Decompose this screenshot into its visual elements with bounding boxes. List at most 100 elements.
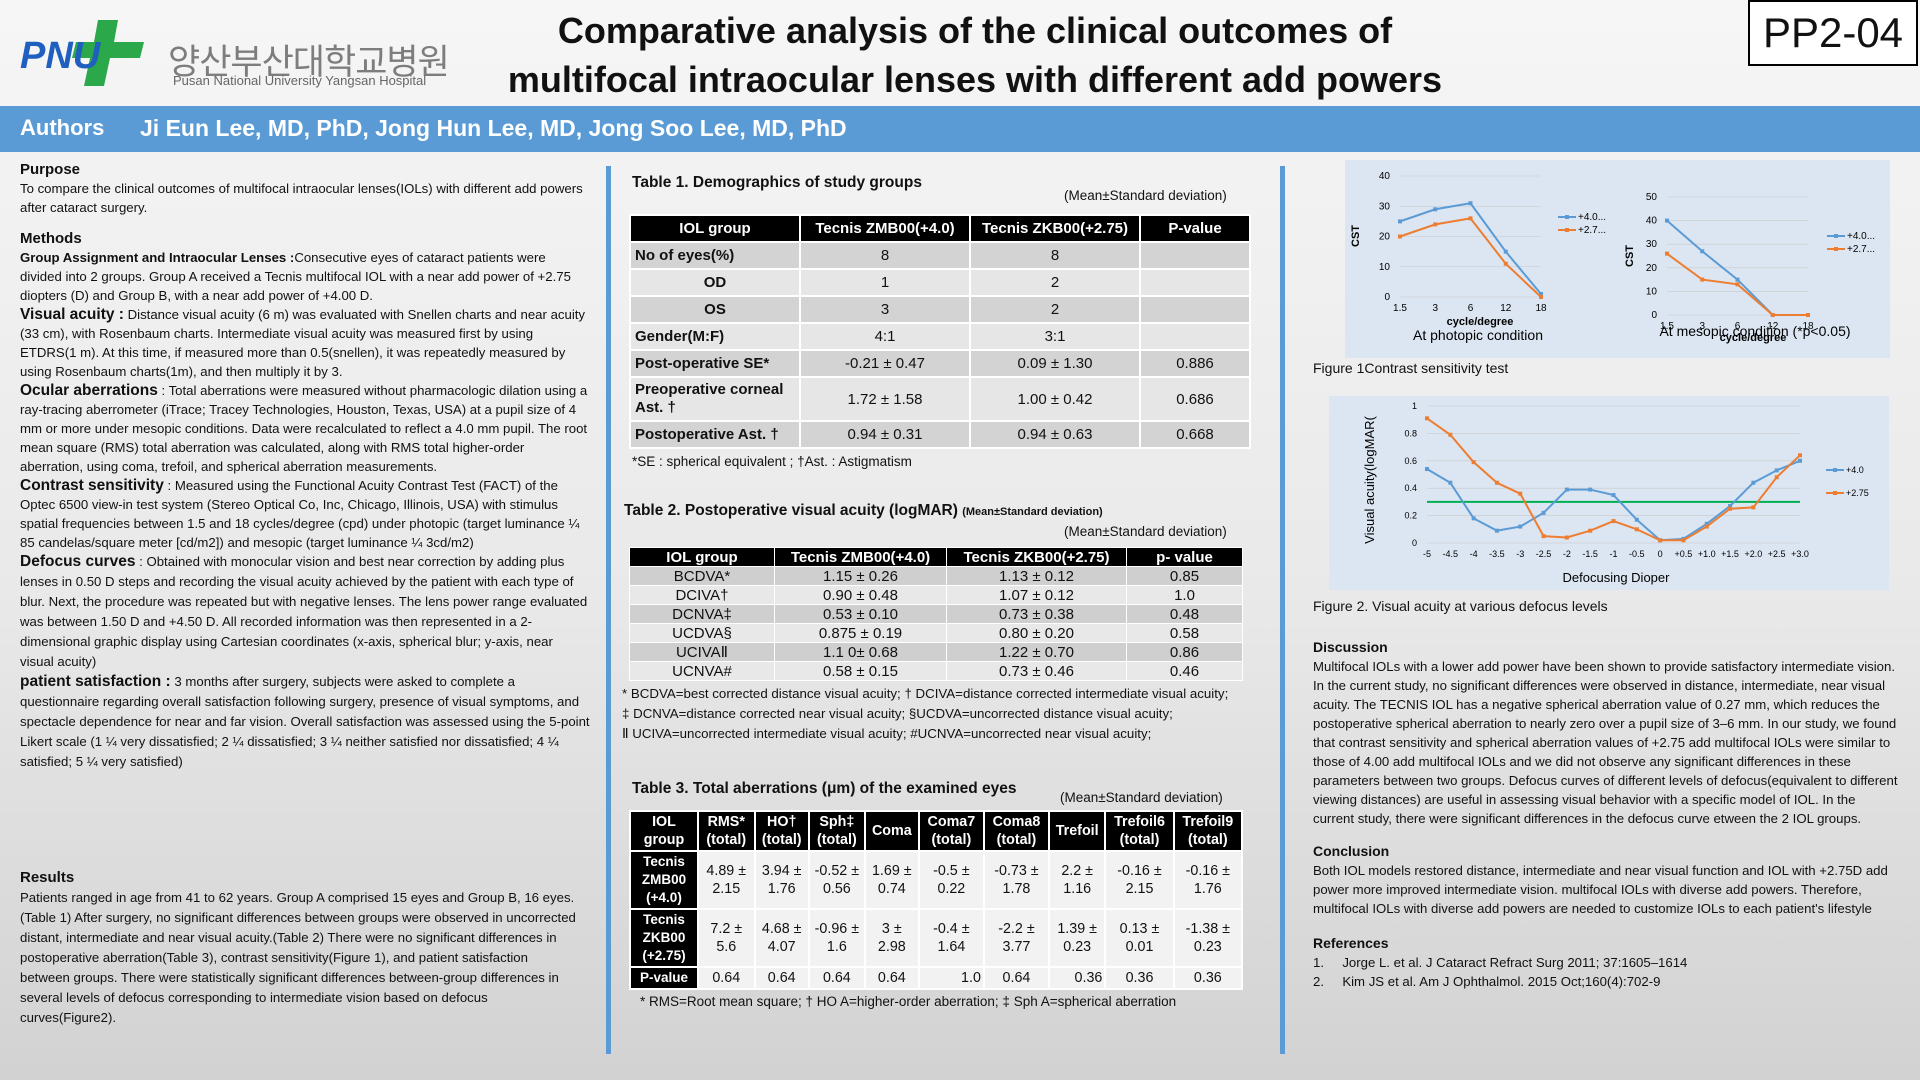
table3-header: Sph‡ (total) <box>807 810 866 852</box>
defocus-curve-chart: 0 0.2 0.4 0.6 0.8 1 -5 -4.5 -4 -3.5 -3 -2.5 -2 -1.5 -1… <box>1362 401 1869 585</box>
purpose-heading: Purpose <box>20 161 81 178</box>
table-row: UCDVA§ 0.875 ± 0.19 0.80 ± 0.20 0.58 <box>629 623 1243 643</box>
table3-row-header: Tecnis ZMB00 (+4.0) <box>629 850 699 910</box>
table3-unit: (Mean±Standard deviation) <box>1060 790 1223 805</box>
table-row: OS 3 2 <box>629 295 1251 324</box>
data-point <box>1468 216 1473 221</box>
x-tick-label: 3 <box>1432 303 1438 314</box>
table2-cell: 0.80 ± 0.20 <box>946 623 1127 643</box>
data-point <box>1471 516 1476 521</box>
table3-cell: 7.2 ± 5.6 <box>697 908 756 968</box>
table2-cell: 1.07 ± 0.12 <box>946 585 1127 605</box>
table2-cell: UCIVAⅡ <box>629 642 775 662</box>
y-axis-label: CST <box>1350 225 1362 247</box>
x-tick-label: 3 <box>1699 321 1705 332</box>
table3-header: IOL group <box>629 810 699 852</box>
data-point <box>1728 506 1733 511</box>
table1-cell: 1 <box>799 268 971 297</box>
legend-marker <box>1834 234 1838 238</box>
y-tick-label: 50 <box>1646 192 1658 203</box>
table3-cell: -0.4 ± 1.64 <box>917 908 985 968</box>
table2-unit: (Mean±Standard deviation) <box>1064 524 1227 539</box>
table3-cell: -0.16 ± 1.76 <box>1172 850 1244 910</box>
table1-cell <box>1139 268 1251 297</box>
table2-header: Tecnis ZKB00(+2.75) <box>946 547 1127 567</box>
table1-title: Table 1. Demographics of study groups <box>632 174 922 191</box>
table-row: OD 1 2 <box>629 268 1251 297</box>
table-row: BCDVA* 1.15 ± 0.26 1.13 ± 0.12 0.85 <box>629 566 1243 586</box>
table3-cell: 0.64 <box>863 966 920 990</box>
data-point <box>1798 458 1802 463</box>
methods-heading: Methods <box>20 230 82 247</box>
poster-id-box: PP2-04 <box>1748 0 1918 66</box>
table1-cell: -0.21 ± 0.47 <box>799 349 971 378</box>
data-point <box>1471 460 1476 465</box>
table1-header: Tecnis ZMB00(+4.0) <box>799 214 971 243</box>
table3-cell: 3 ± 2.98 <box>863 908 920 968</box>
y-tick-label: 0.8 <box>1404 428 1417 438</box>
table2-cell: 1.22 ± 0.70 <box>946 642 1127 662</box>
table1-cell: 1.72 ± 1.58 <box>799 376 971 422</box>
authors-names: Ji Eun Lee, MD, PhD, Jong Hun Lee, MD, J… <box>140 115 847 141</box>
data-point <box>1751 480 1756 485</box>
y-tick-label: 20 <box>1379 232 1391 243</box>
data-point <box>1798 453 1802 458</box>
table3-header: HO† (total) <box>753 810 810 852</box>
legend-label: +4.0... <box>1847 231 1875 242</box>
table2-cell: 0.73 ± 0.46 <box>946 661 1127 681</box>
data-point <box>1448 432 1453 437</box>
figure2-caption: Figure 2. Visual acuity at various defoc… <box>1313 598 1608 614</box>
table-row: UCNVA# 0.58 ± 0.15 0.73 ± 0.46 0.46 <box>629 661 1243 681</box>
table-row: DCIVA† 0.90 ± 0.48 1.07 ± 0.12 1.0 <box>629 585 1243 605</box>
legend-label: +4.0... <box>1578 212 1606 223</box>
table2-footnote-1: * BCDVA=best corrected distance visual a… <box>622 686 1229 701</box>
table2-cell: 0.73 ± 0.38 <box>946 604 1127 624</box>
x-axis-label: cycle/degree <box>1447 316 1514 328</box>
table1-cell: 0.886 <box>1139 349 1251 378</box>
table1-cell: 3 <box>799 295 971 324</box>
data-point <box>1588 487 1593 492</box>
data-point <box>1494 480 1499 485</box>
results-heading: Results <box>20 869 75 886</box>
chart-subtitle: At photopic condition <box>1413 327 1543 343</box>
x-tick-label: -2.5 <box>1536 549 1552 559</box>
table3-cell: -0.96 ± 1.6 <box>807 908 866 968</box>
results-text: Patients ranged in age from 41 to 62 yea… <box>20 890 576 1025</box>
contrast-text: : Measured using the Functional Acuity C… <box>20 478 580 550</box>
table-row: Gender(M:F) 4:1 3:1 <box>629 322 1251 351</box>
hospital-english-name: Pusan National University Yangsan Hospit… <box>173 73 427 88</box>
table1-header: P-value <box>1139 214 1251 243</box>
table2-cell: DCNVA‡ <box>629 604 775 624</box>
table3-cell: -0.16 ± 2.15 <box>1104 850 1175 910</box>
table2-cell: DCIVA† <box>629 585 775 605</box>
table1-cell: 0.94 ± 0.31 <box>799 420 971 449</box>
table2-header-row: IOL group Tecnis ZMB00(+4.0) Tecnis ZKB0… <box>629 547 1243 567</box>
legend-marker <box>1833 491 1837 495</box>
data-point <box>1658 538 1663 543</box>
table-row: Tecnis ZKB00 (+2.75) 7.2 ± 5.6 4.68 ± 4.0… <box>629 908 1244 968</box>
cs-photopic-chart: 0 10 20 30 40 1.5 3 6 12 18 +4.0... +2.7... cycle/de… <box>1350 171 1606 343</box>
table2-header: p- value <box>1126 547 1243 567</box>
table2-footnotes: * BCDVA=best corrected distance visual a… <box>622 684 1228 744</box>
va-text: Distance visual acuity (6 m) was evaluat… <box>20 307 586 379</box>
reference-item: 2. Kim JS et al. Am J Ophthalmol. 2015 O… <box>1313 974 1661 989</box>
table1-cell: 2 <box>969 295 1141 324</box>
table2-title-small: (Mean±Standard deviation) <box>962 506 1103 518</box>
table2-cell: 0.86 <box>1126 642 1243 662</box>
data-point <box>1518 491 1523 496</box>
series-line <box>1399 217 1542 298</box>
x-axis-label: Defocusing Dioper <box>1563 570 1671 585</box>
table3-cell: 0.36 <box>1172 966 1244 990</box>
authors-bar: Authors Ji Eun Lee, MD, PhD, Jong Hun Le… <box>0 106 1920 152</box>
column-divider-2 <box>1280 166 1285 1054</box>
data-point <box>1433 207 1438 212</box>
table3-header: Coma8 (total) <box>982 810 1051 852</box>
table-row: Preoperative corneal Ast. † 1.72 ± 1.58 1.… <box>629 376 1251 422</box>
data-point <box>1425 416 1429 421</box>
data-point <box>1503 249 1508 254</box>
y-tick-label: 0 <box>1651 310 1657 321</box>
hospital-korean-name: 양산부산대학교병원 <box>168 43 450 83</box>
data-point <box>1433 222 1438 227</box>
x-tick-label: -5 <box>1423 549 1431 559</box>
x-tick-label: 12 <box>1767 321 1779 332</box>
